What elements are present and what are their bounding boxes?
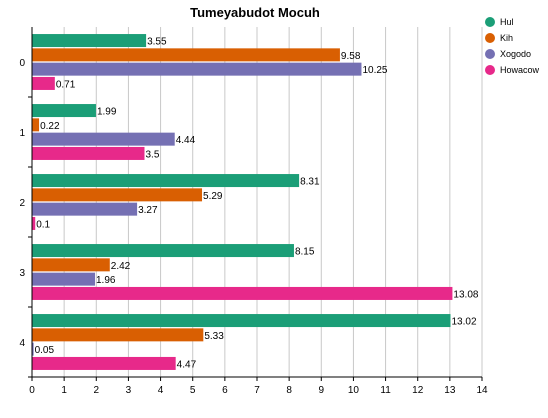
bar <box>32 202 138 216</box>
legend: Hul Kih Xogodo Howacow <box>485 17 540 75</box>
legend-label: Kih <box>500 33 513 43</box>
data-label: 0.71 <box>56 79 76 90</box>
bar <box>32 188 203 202</box>
x-tick-label: 6 <box>222 385 228 396</box>
legend-marker <box>485 17 495 27</box>
bar <box>32 174 300 188</box>
data-label: 3.5 <box>146 149 160 160</box>
x-tick-label: 1 <box>61 385 67 396</box>
y-tick-label: 3 <box>19 268 25 279</box>
bar <box>32 328 204 342</box>
bar <box>32 258 110 272</box>
data-label: 9.58 <box>341 51 361 62</box>
data-label: 0.1 <box>36 219 50 230</box>
data-label: 3.55 <box>147 37 167 48</box>
legend-marker <box>485 33 495 43</box>
bar <box>32 286 453 300</box>
data-label: 8.15 <box>295 247 315 258</box>
x-tick-label: 0 <box>29 385 35 396</box>
x-tick-label: 13 <box>444 385 456 396</box>
x-tick-label: 7 <box>254 385 260 396</box>
y-tick-label: 2 <box>19 198 25 209</box>
data-label: 4.47 <box>177 359 197 370</box>
bar <box>32 48 340 62</box>
bar <box>32 132 175 146</box>
data-label: 1.96 <box>96 275 116 286</box>
data-label: 2.42 <box>111 261 131 272</box>
legend-marker <box>485 65 495 75</box>
legend-marker <box>485 49 495 59</box>
x-tick-label: 4 <box>158 385 164 396</box>
chart-title: Tumeyabudot Mocuh <box>190 5 320 20</box>
bar <box>32 216 36 230</box>
x-tick-label: 8 <box>286 385 292 396</box>
bar <box>32 244 294 258</box>
data-label: 0.22 <box>40 121 60 132</box>
data-label: 8.31 <box>300 177 320 188</box>
bar <box>32 356 176 370</box>
x-tick-label: 2 <box>94 385 100 396</box>
y-tick-label: 0 <box>19 58 25 69</box>
bar <box>32 118 40 132</box>
data-label: 10.25 <box>362 65 387 76</box>
bar <box>32 314 451 328</box>
data-label: 5.33 <box>204 331 224 342</box>
data-label: 13.02 <box>452 317 477 328</box>
x-tick-label: 12 <box>412 385 424 396</box>
data-label: 0.05 <box>35 345 55 356</box>
legend-label: Hul <box>500 17 514 27</box>
bar <box>32 76 55 90</box>
bar <box>32 34 147 48</box>
x-tick-label: 11 <box>380 385 391 396</box>
x-tick-label: 3 <box>126 385 132 396</box>
bar <box>32 342 34 356</box>
x-tick-label: 5 <box>190 385 196 396</box>
x-tick-label: 14 <box>476 385 488 396</box>
data-label: 13.08 <box>453 289 478 300</box>
data-label: 1.99 <box>97 107 117 118</box>
x-tick-label: 9 <box>319 385 325 396</box>
legend-label: Xogodo <box>500 49 531 59</box>
data-label: 3.27 <box>138 205 158 216</box>
data-label: 5.29 <box>203 191 223 202</box>
data-label: 4.44 <box>176 135 196 146</box>
y-tick-label: 4 <box>19 338 25 349</box>
bar <box>32 272 95 286</box>
bar <box>32 62 362 76</box>
bar <box>32 104 96 118</box>
legend-label: Howacow <box>500 65 540 75</box>
bar <box>32 146 145 160</box>
y-tick-label: 1 <box>19 128 25 139</box>
x-tick-label: 10 <box>348 385 360 396</box>
